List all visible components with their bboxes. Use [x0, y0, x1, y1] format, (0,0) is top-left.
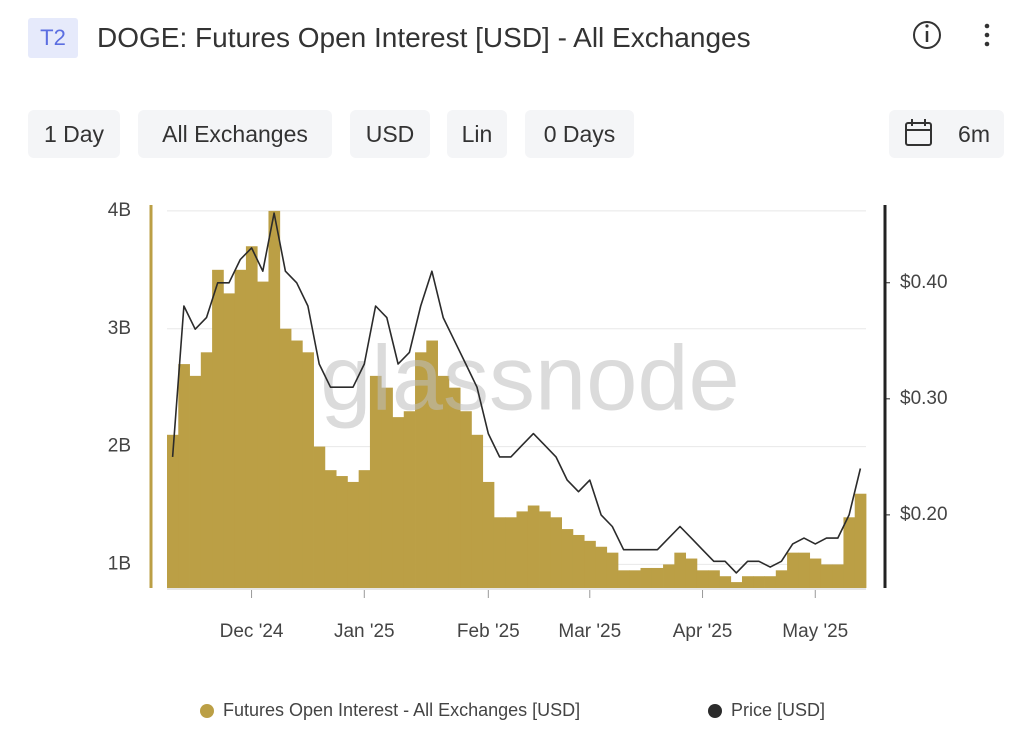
legend-label: Price [USD] [731, 700, 825, 720]
exchange-button[interactable]: All Exchanges [138, 110, 332, 158]
legend-label: Futures Open Interest - All Exchanges [U… [223, 700, 580, 720]
bar [572, 534, 585, 588]
bar [820, 564, 833, 588]
bar [392, 417, 405, 588]
info-icon[interactable] [913, 21, 941, 49]
bar [324, 470, 337, 588]
bar [302, 352, 314, 588]
bar [336, 476, 348, 588]
bar [606, 552, 619, 588]
bar [539, 511, 551, 588]
bar [832, 564, 844, 588]
bar [493, 517, 506, 588]
bar [245, 246, 258, 588]
scale-button[interactable]: Lin [447, 110, 507, 158]
bar [268, 210, 281, 588]
bar [843, 517, 856, 588]
y-tick-label: 3B [108, 318, 131, 339]
bar [358, 470, 371, 588]
bar [381, 387, 393, 588]
bar [516, 511, 529, 588]
range-label: 6m [958, 121, 990, 147]
bar [279, 328, 292, 588]
bar [854, 493, 867, 588]
bar [753, 576, 765, 588]
y2-tick-label: $0.20 [900, 504, 948, 525]
bar [561, 529, 574, 588]
resolution-button[interactable]: 1 Day [28, 110, 120, 158]
price-line [171, 212, 862, 574]
bar [212, 269, 224, 588]
y2-tick-label: $0.40 [900, 272, 948, 293]
currency-button[interactable]: USD [350, 110, 430, 158]
watermark: glassnode [320, 327, 739, 429]
bar [426, 340, 438, 588]
bar [369, 375, 382, 588]
x-tick-label: Feb '25 [457, 621, 520, 642]
bar [617, 570, 630, 588]
y-tick-label: 4B [108, 200, 131, 221]
x-tick-label: Mar '25 [558, 621, 621, 642]
calendar-icon [905, 119, 932, 146]
bar [291, 340, 303, 588]
x-tick-label: Dec '24 [220, 621, 284, 642]
legend-marker [708, 704, 722, 718]
x-tick-label: May '25 [782, 621, 848, 642]
bar [482, 481, 495, 588]
bar [527, 505, 540, 588]
bar [741, 576, 754, 588]
bar [640, 567, 653, 588]
bar [629, 570, 641, 588]
bar [663, 564, 675, 588]
y2-tick-label: $0.30 [900, 388, 948, 409]
bar [189, 375, 202, 588]
bar [584, 540, 596, 588]
bar [595, 546, 608, 588]
more-icon[interactable] [984, 23, 990, 47]
bar [809, 558, 822, 588]
bar [471, 434, 484, 588]
bar [685, 558, 698, 588]
bar [798, 552, 811, 588]
x-tick-label: Jan '25 [334, 621, 395, 642]
range-button[interactable]: 6m [889, 110, 1004, 158]
bar [719, 576, 732, 588]
bar [674, 552, 687, 588]
bar [708, 570, 720, 588]
bar [696, 570, 709, 588]
y-tick-label: 2B [108, 436, 131, 457]
bar [200, 352, 213, 588]
bar [257, 281, 269, 588]
bar [460, 411, 472, 588]
chart-title: DOGE: Futures Open Interest [USD] - All … [97, 22, 751, 53]
bar [234, 269, 247, 588]
bar [448, 387, 461, 588]
x-tick-label: Apr '25 [673, 621, 733, 642]
legend-marker [200, 704, 214, 718]
bar [505, 517, 517, 588]
bar [415, 352, 427, 588]
y-tick-label: 1B [108, 553, 131, 574]
bar [403, 411, 416, 588]
bar [178, 364, 190, 588]
bar [651, 567, 664, 588]
bar [764, 576, 777, 588]
badge: T2 [28, 18, 78, 58]
bar [730, 582, 743, 588]
bar [550, 517, 562, 588]
bar [775, 570, 788, 588]
bar [313, 446, 326, 588]
bar [347, 481, 360, 588]
bar [787, 552, 799, 588]
bar [437, 375, 450, 588]
sma-button[interactable]: 0 Days [525, 110, 634, 158]
bar [223, 293, 236, 588]
bar [167, 434, 179, 588]
